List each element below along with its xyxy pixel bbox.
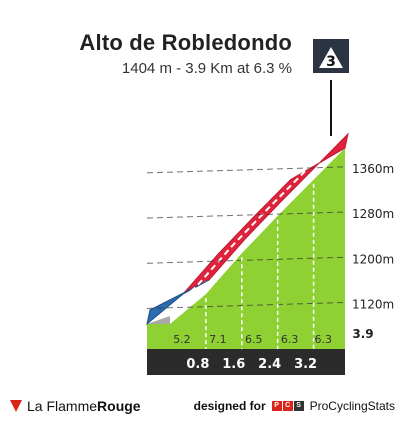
altitude-tick-label: 1200m — [352, 252, 394, 266]
gradient-label: 7.1 — [209, 333, 227, 346]
designed-for-label: designed for — [193, 399, 266, 413]
distance-tick-label: 2.4 — [258, 357, 281, 372]
distance-base-band — [147, 349, 345, 375]
road-ribbon-flat — [146, 279, 210, 326]
brand-name-2: Rouge — [97, 398, 141, 414]
gradient-label: 6.3 — [281, 333, 299, 346]
distance-tick-label: 3.2 — [294, 357, 317, 372]
credits: designed for P C S ProCyclingStats — [194, 399, 395, 413]
pcs-letter: S — [293, 401, 304, 411]
pcs-logo-icon: P C S — [271, 401, 305, 411]
climb-title: Alto de Robledondo — [79, 30, 292, 55]
altitude-grid-line — [146, 301, 346, 309]
brand-name-1: La Flamme — [27, 398, 98, 414]
gradient-label: 6.3 — [315, 333, 333, 346]
category-triangle-icon — [319, 47, 343, 68]
profile-area — [147, 148, 345, 349]
altitude-tick-label: 1360m — [352, 162, 394, 176]
category-number: 3 — [326, 54, 336, 70]
pcs-letter: C — [282, 401, 293, 411]
distance-tick-label: 1.6 — [222, 357, 245, 372]
altitude-tick-label: 1280m — [352, 207, 394, 221]
altitude-grid-line — [146, 166, 346, 174]
distance-tick-label: 0.8 — [186, 357, 209, 372]
la-flamme-rouge-logo: La Flamme Rouge — [10, 398, 141, 414]
altitude-tick-label: 1120m — [352, 297, 394, 311]
gradient-label: 5.2 — [173, 333, 191, 346]
climb-subtitle: 1404 m - 3.9 Km at 6.3 % — [121, 60, 292, 77]
climb-profile-chart: 5.2 7.1 6.5 6.3 6.3 0.8 1.6 2.4 3.2 3.9 1120m 1200m… — [146, 39, 394, 375]
road-center-line — [159, 140, 336, 318]
altitude-grid-line — [146, 256, 346, 264]
gradient-label: 6.5 — [245, 333, 263, 346]
distance-tick-label: 3.9 — [352, 327, 373, 341]
flag-icon — [10, 400, 22, 412]
pcs-letter: P — [271, 401, 282, 411]
pcs-name: ProCyclingStats — [309, 399, 395, 413]
altitude-grid-line — [146, 211, 346, 219]
